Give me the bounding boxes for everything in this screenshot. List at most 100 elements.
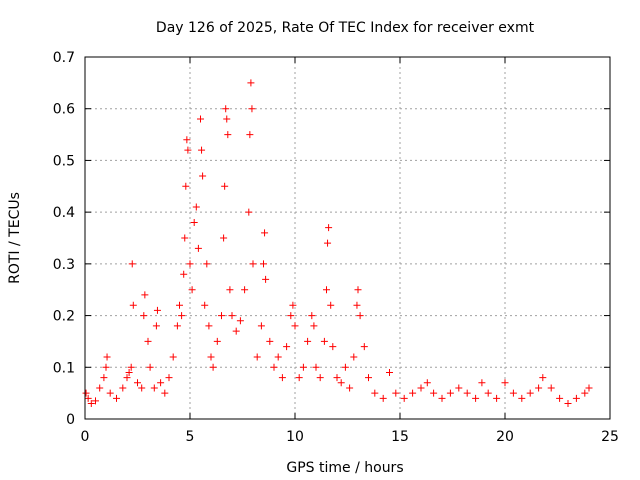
data-point xyxy=(236,317,244,325)
data-point xyxy=(325,224,333,232)
y-tick-label: 0.1 xyxy=(53,360,75,376)
data-point xyxy=(173,322,181,330)
data-point xyxy=(161,389,169,397)
data-point xyxy=(146,363,154,371)
data-point xyxy=(82,389,90,397)
data-point xyxy=(138,384,146,392)
data-point xyxy=(278,374,286,382)
data-point xyxy=(241,286,249,294)
data-point xyxy=(182,182,190,190)
data-point xyxy=(346,384,354,392)
data-point xyxy=(257,322,265,330)
tick-labels: 0 5 10 15 20 25 0 0.1 0.2 0.3 0.4 0.5 0.6 0.7 xyxy=(53,50,619,445)
data-point xyxy=(329,343,337,351)
data-point xyxy=(103,353,111,361)
data-point xyxy=(141,291,149,299)
data-point xyxy=(176,301,183,309)
data-point xyxy=(360,343,368,351)
data-point xyxy=(186,260,194,268)
data-point xyxy=(106,389,114,397)
data-point xyxy=(417,384,425,392)
data-point xyxy=(501,379,509,387)
data-point xyxy=(304,337,312,345)
data-point xyxy=(194,244,202,252)
x-tick-label: 15 xyxy=(391,429,409,445)
data-point xyxy=(113,394,120,402)
data-point xyxy=(324,239,332,247)
data-point xyxy=(564,399,572,407)
data-point xyxy=(365,374,372,382)
y-tick-label: 0.3 xyxy=(53,257,75,273)
data-point xyxy=(386,368,393,376)
data-point xyxy=(207,353,215,361)
chart-title: Day 126 of 2025, Rate Of TEC Index for r… xyxy=(156,20,535,36)
scatter-points xyxy=(82,79,593,407)
y-tick-label: 0.6 xyxy=(53,102,75,118)
data-point xyxy=(316,374,324,382)
data-point xyxy=(323,286,330,294)
data-point xyxy=(350,353,358,361)
data-point xyxy=(140,312,148,320)
data-point xyxy=(224,131,232,139)
data-point xyxy=(312,363,320,371)
data-point xyxy=(581,389,589,397)
data-point xyxy=(327,301,335,309)
data-point xyxy=(129,301,137,309)
data-point xyxy=(261,229,269,237)
data-point xyxy=(180,270,188,278)
y-tick-label: 0.2 xyxy=(53,309,75,325)
data-point xyxy=(246,131,254,139)
data-point xyxy=(478,379,486,387)
data-point xyxy=(463,389,471,397)
data-point xyxy=(260,260,267,268)
data-point xyxy=(245,208,253,216)
data-point xyxy=(356,312,364,320)
data-point xyxy=(539,374,547,382)
plot-frame xyxy=(84,56,611,420)
data-point xyxy=(178,312,186,320)
data-point xyxy=(150,384,158,392)
y-tick-label: 0.7 xyxy=(53,50,75,66)
x-tick-label: 0 xyxy=(81,429,90,445)
data-point xyxy=(270,363,278,371)
data-point xyxy=(472,394,480,402)
data-point xyxy=(96,384,104,392)
data-point xyxy=(572,394,580,402)
data-point xyxy=(222,105,230,113)
data-point xyxy=(127,363,135,371)
data-point xyxy=(423,379,431,387)
data-point xyxy=(409,389,417,397)
data-point xyxy=(320,337,328,345)
data-point xyxy=(262,275,270,283)
data-point xyxy=(87,399,95,407)
grid-lines xyxy=(85,57,610,419)
data-point xyxy=(484,389,492,397)
x-tick-label: 20 xyxy=(496,429,514,445)
y-axis-label: ROTI / TECUs xyxy=(7,192,23,284)
data-point xyxy=(274,353,282,361)
data-point xyxy=(438,394,446,402)
data-point xyxy=(392,389,400,397)
data-point xyxy=(223,115,231,123)
data-point xyxy=(218,312,225,320)
data-point xyxy=(184,146,192,154)
data-point xyxy=(308,312,316,320)
data-point xyxy=(226,286,234,294)
data-point xyxy=(192,203,200,211)
data-point xyxy=(585,384,593,392)
data-point xyxy=(125,368,133,376)
axis-ticks xyxy=(84,56,611,420)
data-point xyxy=(287,312,295,320)
data-point xyxy=(188,286,196,294)
data-point xyxy=(289,301,297,309)
data-point xyxy=(205,322,213,330)
data-point xyxy=(371,389,379,397)
data-point xyxy=(518,394,526,402)
data-point xyxy=(203,260,211,268)
data-point xyxy=(526,389,534,397)
data-point xyxy=(228,312,236,320)
data-point xyxy=(253,353,261,361)
x-tick-label: 5 xyxy=(186,429,195,445)
data-point xyxy=(295,374,303,382)
